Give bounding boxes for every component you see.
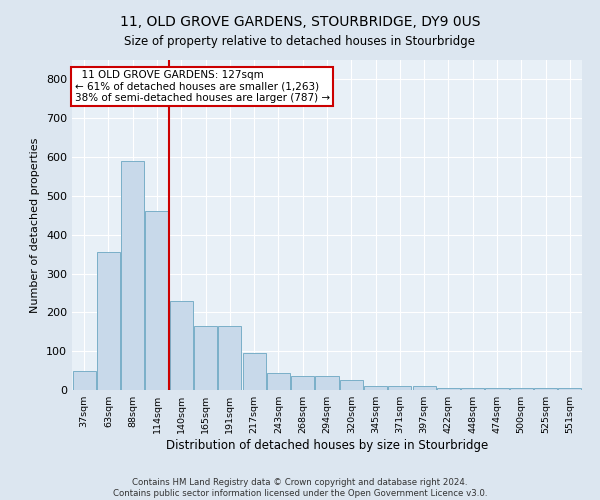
Bar — [510, 388, 533, 390]
Text: Size of property relative to detached houses in Stourbridge: Size of property relative to detached ho… — [125, 35, 476, 48]
Bar — [267, 372, 290, 390]
Bar — [73, 370, 95, 390]
Bar — [97, 252, 120, 390]
X-axis label: Distribution of detached houses by size in Stourbridge: Distribution of detached houses by size … — [166, 439, 488, 452]
Bar — [559, 388, 581, 390]
Bar — [364, 386, 387, 390]
Text: 11, OLD GROVE GARDENS, STOURBRIDGE, DY9 0US: 11, OLD GROVE GARDENS, STOURBRIDGE, DY9 … — [120, 15, 480, 29]
Text: Contains HM Land Registry data © Crown copyright and database right 2024.
Contai: Contains HM Land Registry data © Crown c… — [113, 478, 487, 498]
Bar — [194, 326, 217, 390]
Bar — [316, 376, 338, 390]
Bar — [485, 388, 509, 390]
Bar — [291, 376, 314, 390]
Bar — [413, 386, 436, 390]
Y-axis label: Number of detached properties: Number of detached properties — [31, 138, 40, 312]
Bar — [534, 388, 557, 390]
Text: 11 OLD GROVE GARDENS: 127sqm  
← 61% of detached houses are smaller (1,263)
38% : 11 OLD GROVE GARDENS: 127sqm ← 61% of de… — [74, 70, 329, 103]
Bar — [437, 388, 460, 390]
Bar — [218, 326, 241, 390]
Bar — [340, 380, 363, 390]
Bar — [121, 161, 144, 390]
Bar — [242, 353, 266, 390]
Bar — [461, 388, 484, 390]
Bar — [145, 212, 169, 390]
Bar — [388, 386, 412, 390]
Bar — [170, 300, 193, 390]
